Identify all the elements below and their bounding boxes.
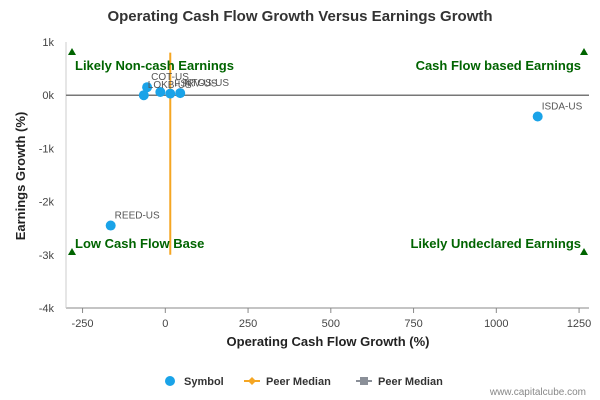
data-point <box>165 88 176 99</box>
x-tick-label: 1000 <box>484 318 508 330</box>
data-point <box>532 111 543 122</box>
quadrant-label: Likely Non-cash Earnings <box>75 58 234 73</box>
legend-diamond-marker <box>248 377 256 385</box>
legend-label: Symbol <box>184 376 224 388</box>
legend-label: Peer Median <box>378 376 443 388</box>
data-point-label: LOKB-US <box>148 80 192 91</box>
quadrant-labels: Likely Non-cash Earnings Cash Flow based … <box>68 48 588 255</box>
y-axis-title: Earnings Growth (%) <box>13 112 28 241</box>
y-tick-label: -2k <box>39 197 55 209</box>
legend-label: Peer Median <box>266 376 331 388</box>
y-tick-label: -4k <box>39 303 55 315</box>
y-axis-ticks: 1k 0k -1k -2k -3k -4k <box>39 37 55 315</box>
x-tick-label: 500 <box>322 318 340 330</box>
data-point-label: REED-US <box>115 211 160 222</box>
guide-lines <box>66 52 589 255</box>
x-axis-title: Operating Cash Flow Growth (%) <box>227 334 430 349</box>
y-tick-label: -1k <box>39 143 55 155</box>
y-tick-label: -3k <box>39 250 55 262</box>
quadrant-marker <box>68 48 76 55</box>
data-point-label: ISDA-US <box>542 101 583 112</box>
data-point-label: FSRV-US <box>174 79 217 90</box>
data-point-label: NTOS-US <box>184 78 229 89</box>
quadrant-label: Likely Undeclared Earnings <box>410 236 581 251</box>
data-point <box>138 90 149 101</box>
data-point-label: COT-US <box>151 72 189 83</box>
legend-symbol-marker <box>165 376 175 386</box>
quadrant-marker <box>580 48 588 55</box>
x-tick-label: 250 <box>239 318 257 330</box>
plot-area <box>65 42 589 309</box>
quadrant-marker <box>68 248 76 255</box>
quadrant-label: Cash Flow based Earnings <box>416 58 581 73</box>
data-point <box>105 220 116 231</box>
x-tick-label: 0 <box>162 318 168 330</box>
legend-square-marker <box>360 377 368 385</box>
chart-title: Operating Cash Flow Growth Versus Earnin… <box>107 8 492 25</box>
x-tick-label: 1250 <box>567 318 591 330</box>
x-tick-label: 750 <box>404 318 422 330</box>
legend: Symbol Peer Median Peer Median <box>165 376 443 388</box>
data-point <box>142 82 153 93</box>
watermark-text: www.capitalcube.com <box>489 387 586 398</box>
quadrant-label: Low Cash Flow Base <box>75 236 204 251</box>
quadrant-marker <box>580 248 588 255</box>
y-tick-label: 0k <box>42 90 54 102</box>
data-point <box>175 88 186 99</box>
data-point <box>155 87 166 98</box>
y-tick-label: 1k <box>42 37 54 49</box>
x-tick-label: -250 <box>72 318 94 330</box>
x-axis-ticks: -250 0 250 500 750 1000 1250 <box>72 308 591 330</box>
